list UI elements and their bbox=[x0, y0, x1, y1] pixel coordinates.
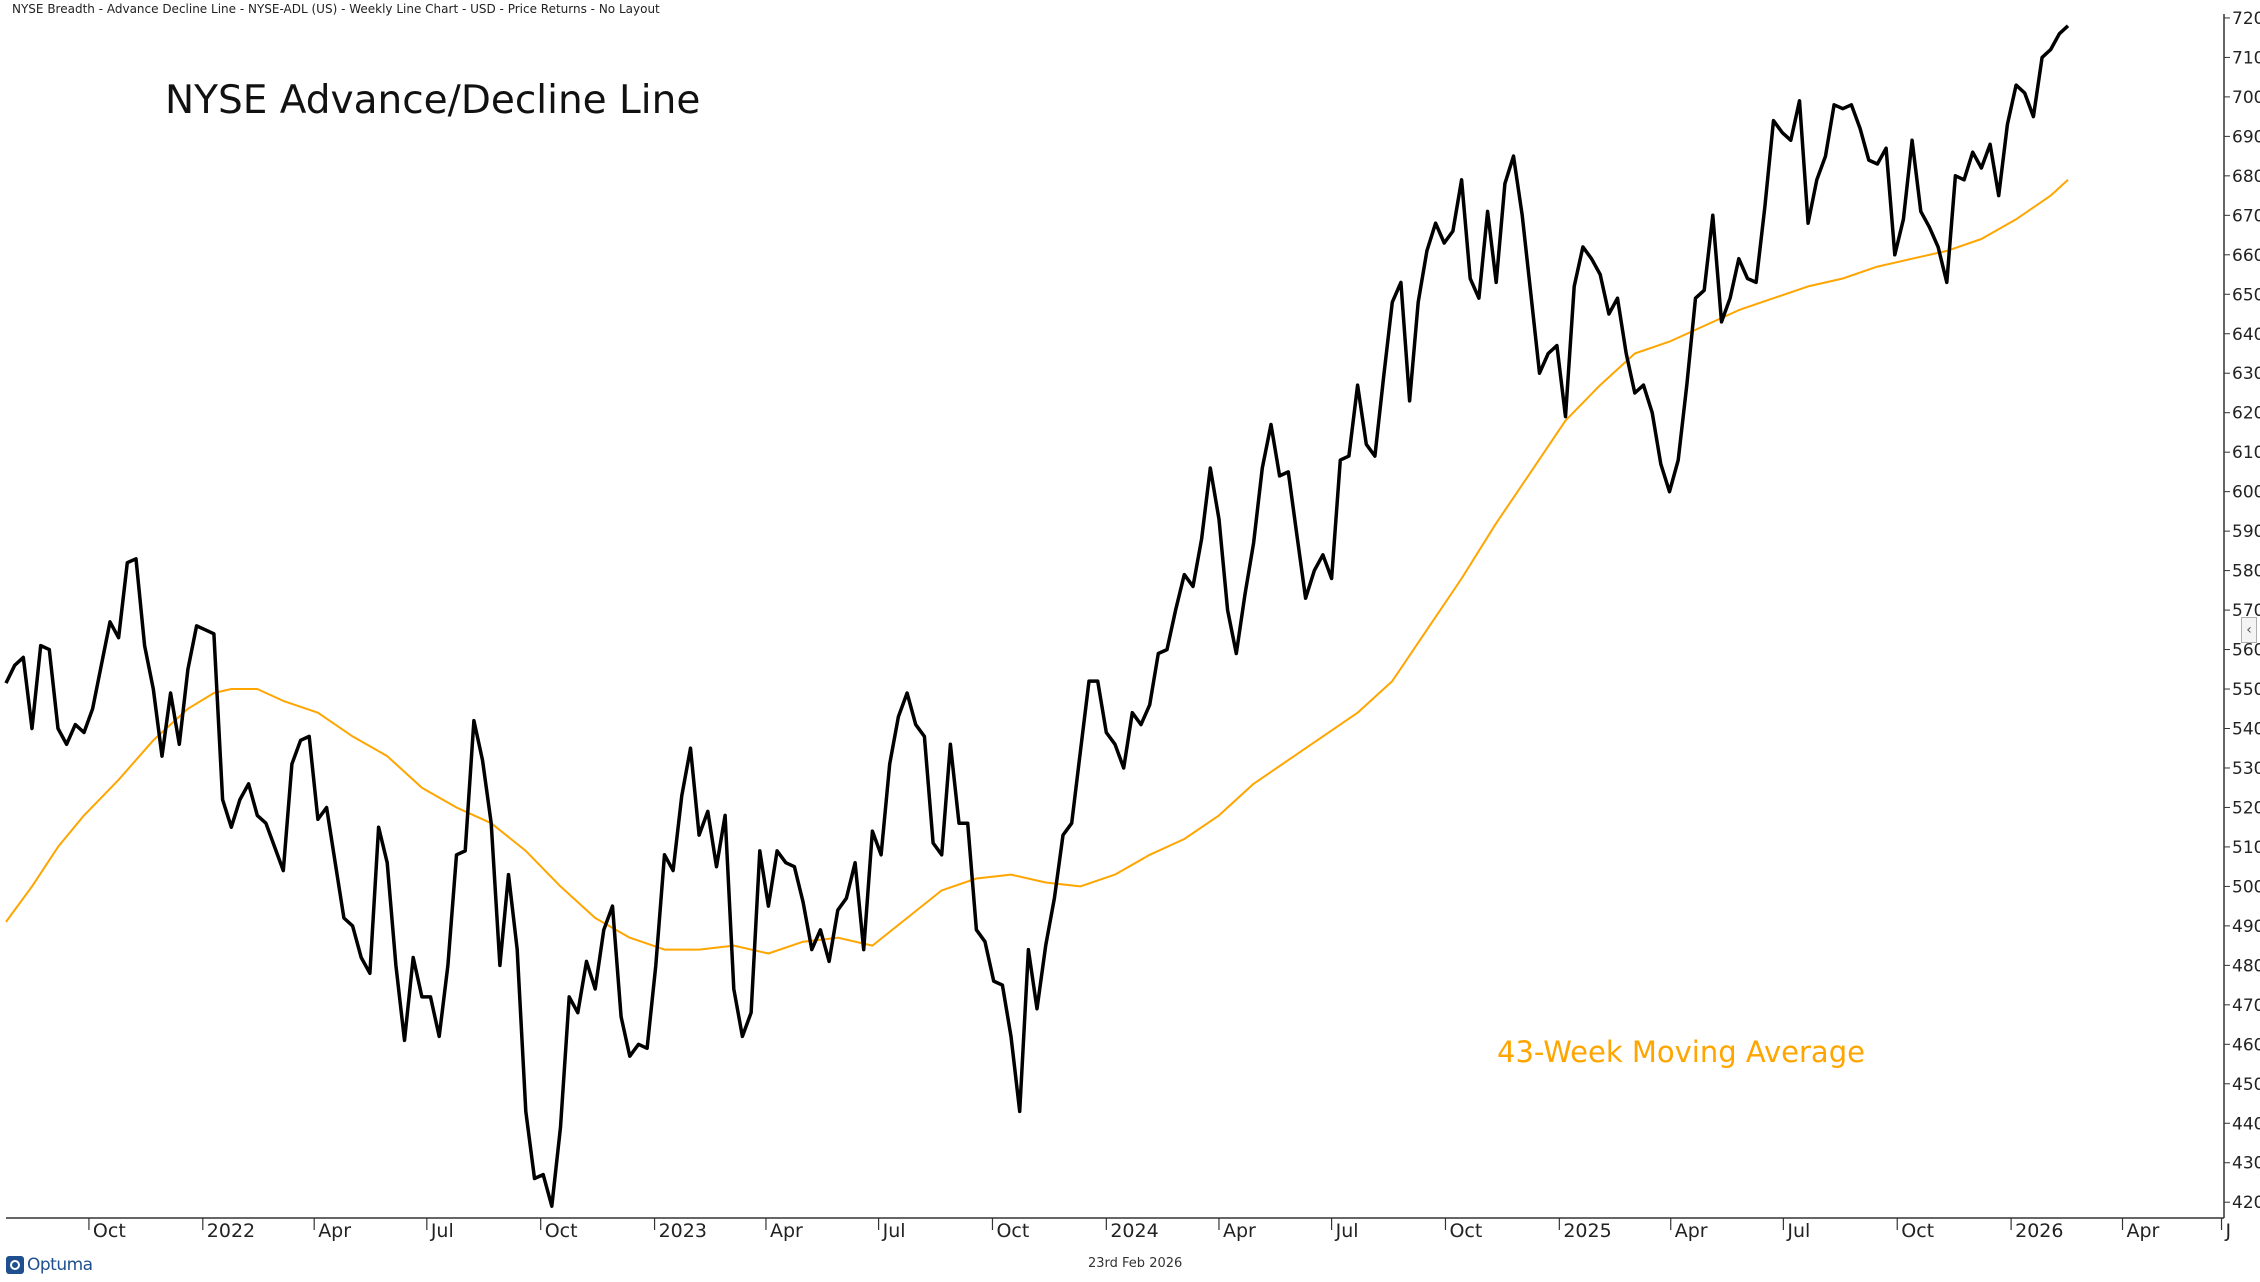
y-tick-label: 67000 bbox=[2232, 206, 2260, 226]
x-tick-label: J bbox=[2225, 1220, 2232, 1242]
x-tick-label: 2024 bbox=[1110, 1220, 1158, 1242]
y-tick-label: 60000 bbox=[2232, 483, 2260, 503]
chart-description: NYSE Breadth - Advance Decline Line - NY… bbox=[12, 2, 660, 16]
advance-decline-line bbox=[4, 24, 2070, 1208]
ma-annotation: 43-Week Moving Average bbox=[1497, 1035, 1865, 1069]
y-tick-label: 58000 bbox=[2232, 562, 2260, 582]
y-tick-label: 61000 bbox=[2232, 443, 2260, 463]
x-tick-label: Jul bbox=[1786, 1220, 1810, 1242]
x-tick-label: Apr bbox=[1223, 1220, 1256, 1242]
y-tick-label: 49000 bbox=[2232, 917, 2260, 937]
y-tick-label: 72000 bbox=[2232, 9, 2260, 29]
y-tick-label: 65000 bbox=[2232, 285, 2260, 305]
y-tick-label: 71000 bbox=[2232, 48, 2260, 68]
brand-name: Optuma bbox=[27, 1255, 93, 1275]
y-tick-label: 44000 bbox=[2232, 1114, 2260, 1134]
footer: Optuma 23rd Feb 2026 bbox=[0, 1252, 2260, 1282]
y-tick-label: 62000 bbox=[2232, 404, 2260, 424]
x-tick-label: Jul bbox=[1335, 1220, 1359, 1242]
y-tick-label: 47000 bbox=[2232, 996, 2260, 1016]
x-tick-label: Jul bbox=[882, 1220, 906, 1242]
y-tick-label: 70000 bbox=[2232, 88, 2260, 108]
footer-date: 23rd Feb 2026 bbox=[1088, 1256, 1183, 1271]
chart-title: NYSE Advance/Decline Line bbox=[165, 78, 700, 123]
y-tick-label: 43000 bbox=[2232, 1154, 2260, 1174]
y-tick-label: 46000 bbox=[2232, 1035, 2260, 1055]
x-tick-label: Apr bbox=[2127, 1220, 2160, 1242]
brand-logo: Optuma bbox=[6, 1254, 93, 1276]
moving-average-line bbox=[5, 179, 2069, 955]
y-tick-label: 53000 bbox=[2232, 759, 2260, 779]
y-tick-label: 64000 bbox=[2232, 325, 2260, 345]
x-tick-label: Oct bbox=[1449, 1220, 1482, 1242]
optuma-logo-icon bbox=[6, 1256, 24, 1274]
y-tick-label: 45000 bbox=[2232, 1075, 2260, 1095]
y-tick-label: 63000 bbox=[2232, 364, 2260, 384]
y-tick-label: 42000 bbox=[2232, 1193, 2260, 1213]
x-tick-label: 2025 bbox=[1563, 1220, 1611, 1242]
y-tick-label: 54000 bbox=[2232, 720, 2260, 740]
y-tick-label: 57000 bbox=[2232, 601, 2260, 621]
x-tick-label: Jul bbox=[430, 1220, 454, 1242]
x-tick-label: Apr bbox=[770, 1220, 803, 1242]
x-tick-label: Apr bbox=[1675, 1220, 1708, 1242]
x-tick-label: Oct bbox=[93, 1220, 126, 1242]
y-tick-label: 51000 bbox=[2232, 838, 2260, 858]
y-tick-label: 59000 bbox=[2232, 522, 2260, 542]
x-tick-label: Oct bbox=[545, 1220, 578, 1242]
y-tick-label: 48000 bbox=[2232, 956, 2260, 976]
y-tick-label: 50000 bbox=[2232, 877, 2260, 897]
y-tick-label: 56000 bbox=[2232, 641, 2260, 661]
y-tick-label: 68000 bbox=[2232, 167, 2260, 187]
chevron-left-icon[interactable]: ‹ bbox=[2241, 617, 2257, 643]
x-tick-label: 2026 bbox=[2015, 1220, 2063, 1242]
x-tick-label: Oct bbox=[1901, 1220, 1934, 1242]
y-tick-label: 52000 bbox=[2232, 798, 2260, 818]
y-tick-label: 55000 bbox=[2232, 680, 2260, 700]
x-tick-label: Apr bbox=[318, 1220, 351, 1242]
x-tick-label: Oct bbox=[996, 1220, 1029, 1242]
y-tick-label: 69000 bbox=[2232, 127, 2260, 147]
x-tick-label: 2023 bbox=[659, 1220, 707, 1242]
x-tick-label: 2022 bbox=[207, 1220, 255, 1242]
y-tick-label: 66000 bbox=[2232, 246, 2260, 266]
